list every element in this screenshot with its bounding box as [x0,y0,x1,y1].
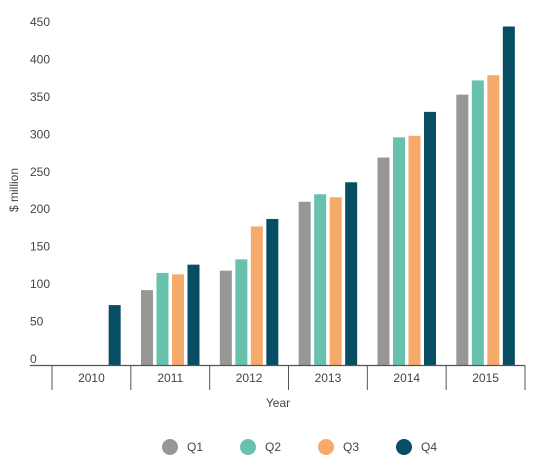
bar-q4-2010 [108,305,121,365]
x-tick-label: 2013 [315,371,342,385]
x-tick-label: 2011 [157,371,183,385]
legend-swatch-q1 [162,439,178,455]
x-tick-label: 2014 [393,371,420,385]
y-tick-label: 350 [30,90,50,104]
y-tick-label: 100 [30,277,50,291]
bar-q3-2015 [487,75,500,366]
bar-q4-2015 [502,26,515,365]
bar-q2-2015 [471,80,484,365]
legend: Q1 Q2 Q3 Q4 [162,439,437,455]
y-tick-label: 150 [30,240,50,254]
legend-swatch-q3 [318,439,334,455]
bar-q2-2014 [393,137,405,365]
y-tick-label: 50 [30,315,44,329]
bar-q1-2014 [377,157,390,365]
y-tick-label: 200 [30,202,50,216]
y-tick-label: 400 [30,52,50,66]
x-tick-label: 2012 [236,371,263,385]
bar-q3-2012 [250,226,263,365]
bar-q1-2011 [141,290,153,365]
x-axis: 2010 2011 2012 2013 2014 2015 [30,364,526,390]
bar-q1-2012 [219,270,232,365]
y-tick-label: 250 [30,165,50,179]
legend-label-q4: Q4 [421,440,437,454]
y-tick-label: 450 [30,15,50,29]
bar-q4-2012 [266,218,279,365]
bar-q3-2014 [408,135,421,365]
bar-q1-2013 [298,201,311,365]
bar-q2-2013 [314,194,327,365]
x-tick-label: 2015 [472,371,499,385]
bar-q2-2011 [156,272,169,365]
bar-q4-2011 [187,264,200,365]
bar-q1-2015 [456,94,469,365]
y-axis-title: $ million [7,168,21,212]
bar-q4-2013 [345,182,358,365]
legend-label-q1: Q1 [187,440,203,454]
y-tick-label: 300 [30,127,50,141]
bars-layer [108,26,515,366]
x-tick-label: 2010 [78,371,105,385]
bar-q4-2014 [424,111,436,366]
bar-q3-2011 [172,274,184,365]
legend-swatch-q4 [396,439,412,455]
y-tick-label: 0 [30,352,37,366]
x-axis-title: Year [266,396,290,410]
legend-label-q2: Q2 [265,440,281,454]
bar-q2-2012 [235,259,248,365]
bar-q3-2013 [329,197,342,365]
legend-swatch-q2 [240,439,256,455]
legend-label-q3: Q3 [343,440,359,454]
y-axis-ticks: 0 50 100 150 200 250 300 350 400 450 [30,15,50,366]
